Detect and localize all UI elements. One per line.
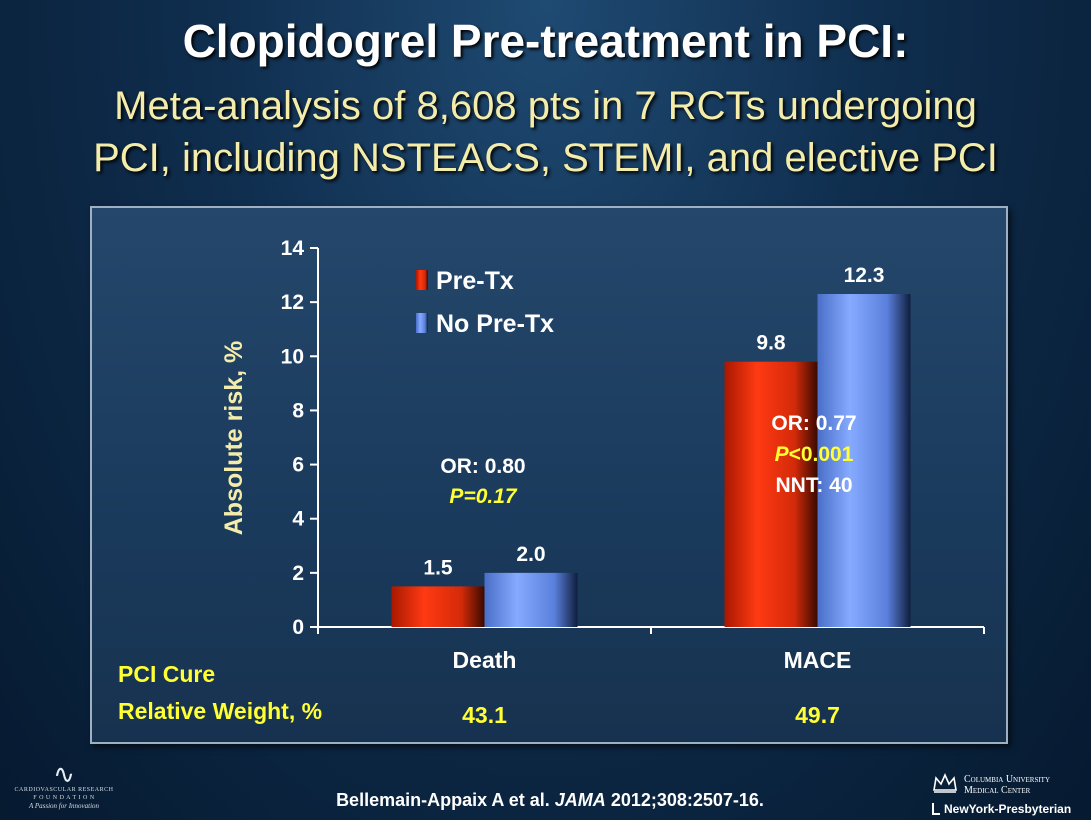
footer-label-relative-weight: Relative Weight, % [118,698,322,724]
annotation-mace-line-1: OR: 0.77 [771,412,856,435]
subtitle-line-2: PCI, including NSTEACS, STEMI, and elect… [93,136,998,180]
legend-label: No Pre-Tx [436,310,554,338]
columbia-nyp-logo: Columbia University Medical Center NewYo… [918,770,1088,820]
annotation-mace-line-3: NNT: 40 [775,474,852,497]
crown-icon [933,773,957,793]
y-tick-label: 0 [292,616,304,639]
citation-journal: JAMA [554,790,606,810]
crf-swirl-icon: ∿ [53,760,75,789]
relative-weight-value: 43.1 [462,702,507,728]
nyp-label: NewYork-Presbyterian [944,802,1072,816]
y-tick-label: 6 [292,454,304,477]
y-tick-label: 8 [292,399,304,422]
footer-label-pci-cure: PCI Cure [118,661,215,687]
slide-title: Clopidogrel Pre-treatment in PCI: [182,15,909,67]
y-tick-label: 4 [292,508,304,531]
annotation-death-line-2: P=0.17 [449,485,517,508]
crf-name: CARDIOVASCULAR RESEARCH [14,787,114,793]
bar-no-pre-tx-death [484,572,578,627]
slide-subtitle: Meta-analysis of 8,608 pts in 7 RCTs und… [0,80,1091,184]
legend-label: Pre-Tx [436,267,514,295]
legend-swatch-no-pre-tx [416,313,428,333]
y-tick-label: 2 [292,562,304,585]
citation-ref: 2012;308:2507-16. [605,790,764,810]
columbia-line-1: Columbia University [964,774,1050,785]
y-tick-label: 12 [281,291,304,314]
nyp-icon [932,803,940,815]
bar-pre-tx-death [391,586,485,627]
crf-logo: ∿ CARDIOVASCULAR RESEARCH F O U N D A T … [8,760,120,818]
nyp-name: NewYork-Presbyterian [932,802,1071,816]
columbia-line-2: Medical Center [964,785,1031,796]
x-category-label: Death [453,647,517,673]
crf-tagline: A Passion for Innovation [28,802,100,810]
annotation-death-line-1: OR: 0.80 [440,455,525,478]
crf-foundation: F O U N D A T I O N [33,795,95,801]
citation: Bellemain-Appaix A et al. JAMA 2012;308:… [230,790,870,811]
relative-weight-value: 49.7 [795,702,840,728]
chart-panel: 0 2 4 6 8 10 12 14 Absolute risk, % 1.5 2.0 Death 43… [90,206,1008,744]
y-axis-label: Absolute risk, % [220,341,248,536]
bar-no-pre-tx-mace [817,294,911,627]
y-tick-label: 10 [281,345,304,368]
bar-chart: 0 2 4 6 8 10 12 14 Absolute risk, % 1.5 2.0 Death 43… [118,237,985,728]
data-label: 2.0 [516,543,545,566]
data-label: 1.5 [423,556,453,579]
y-tick-label: 14 [281,237,305,260]
citation-authors: Bellemain-Appaix A et al. [336,790,555,810]
data-label: 9.8 [756,332,786,355]
data-label: 12.3 [844,264,885,287]
legend-swatch-pre-tx [416,270,428,290]
subtitle-line-1: Meta-analysis of 8,608 pts in 7 RCTs und… [114,84,977,128]
annotation-mace-line-2: P<0.001 [775,443,854,466]
x-category-label: MACE [784,647,852,673]
bar-pre-tx-mace [724,361,818,627]
